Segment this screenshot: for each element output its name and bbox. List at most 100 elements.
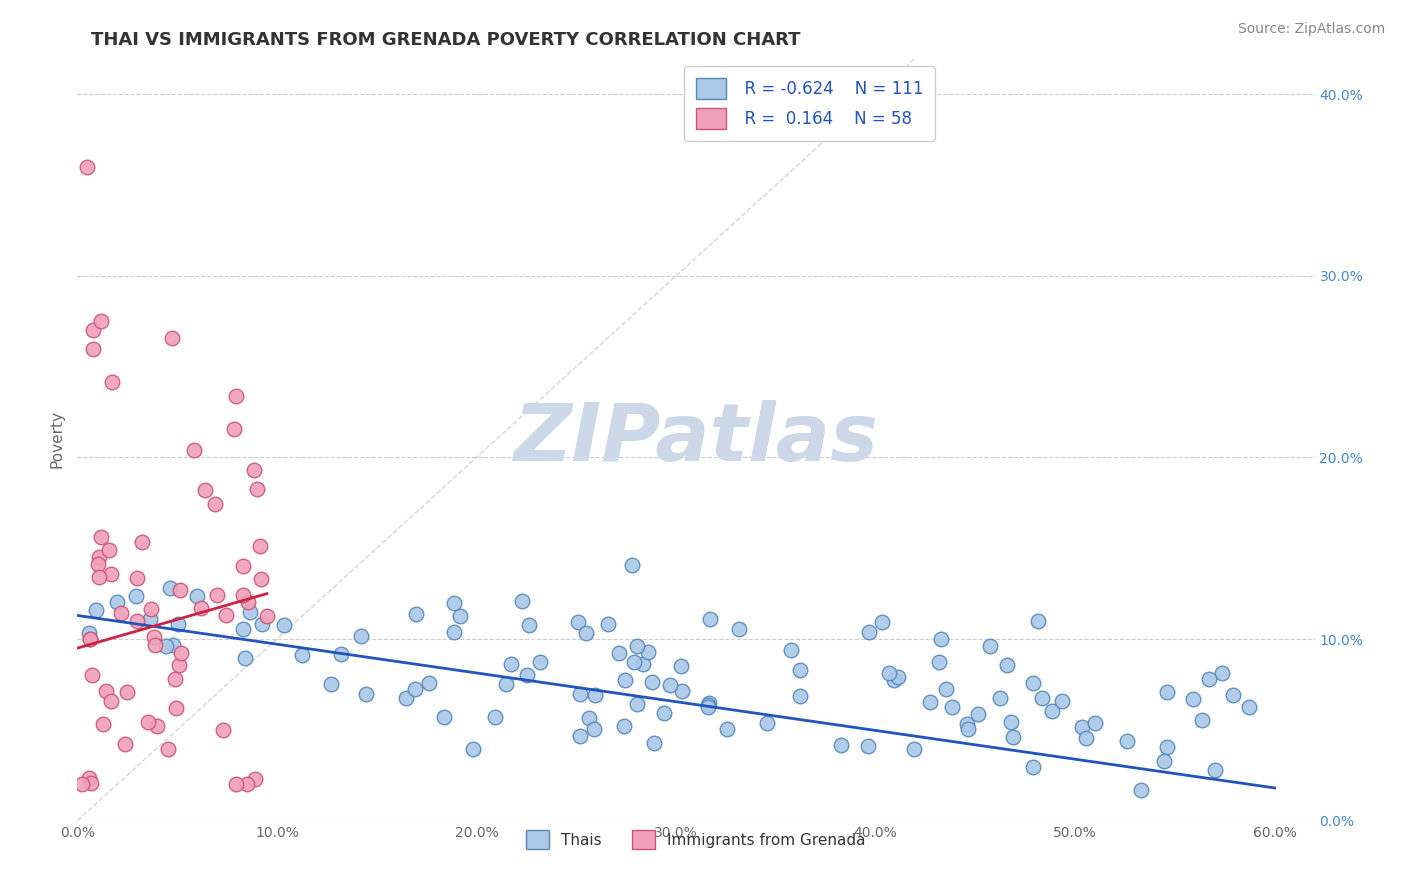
Point xyxy=(96,684,118,698)
Point xyxy=(1031,691,1053,706)
Point xyxy=(290,648,312,662)
Point xyxy=(162,638,184,652)
Point xyxy=(716,722,738,736)
Point xyxy=(956,716,979,731)
Point xyxy=(89,570,111,584)
Point xyxy=(501,657,523,672)
Point xyxy=(250,572,273,586)
Point xyxy=(613,719,636,733)
Point xyxy=(1211,666,1233,681)
Point xyxy=(1022,760,1045,774)
Point xyxy=(903,742,925,756)
Point xyxy=(82,342,104,356)
Point xyxy=(443,596,465,610)
Point xyxy=(418,676,440,690)
Point xyxy=(87,557,110,571)
Point xyxy=(988,690,1011,705)
Point xyxy=(319,677,342,691)
Point xyxy=(405,607,427,621)
Point xyxy=(883,673,905,687)
Point xyxy=(100,567,122,582)
Point xyxy=(626,639,648,653)
Point xyxy=(578,711,600,725)
Point xyxy=(652,706,675,721)
Point xyxy=(125,570,148,584)
Point xyxy=(931,632,953,646)
Point xyxy=(1026,615,1049,629)
Point xyxy=(79,632,101,647)
Point xyxy=(136,714,159,729)
Point xyxy=(105,594,128,608)
Point xyxy=(696,700,718,714)
Point xyxy=(80,776,103,790)
Point xyxy=(449,608,471,623)
Point xyxy=(100,694,122,708)
Point xyxy=(350,629,373,643)
Point xyxy=(225,389,247,403)
Point xyxy=(789,690,811,704)
Point xyxy=(1191,714,1213,728)
Point xyxy=(101,375,124,389)
Point xyxy=(1052,693,1074,707)
Point xyxy=(139,602,162,616)
Point xyxy=(979,639,1001,653)
Point xyxy=(433,710,456,724)
Point xyxy=(1182,691,1205,706)
Point xyxy=(918,695,941,709)
Point xyxy=(516,667,538,681)
Point xyxy=(1156,685,1178,699)
Point xyxy=(215,608,238,623)
Point xyxy=(641,674,664,689)
Text: Source: ZipAtlas.com: Source: ZipAtlas.com xyxy=(1237,22,1385,37)
Point xyxy=(190,601,212,615)
Point xyxy=(1084,715,1107,730)
Point xyxy=(204,498,226,512)
Point xyxy=(1129,782,1152,797)
Point xyxy=(114,737,136,751)
Point xyxy=(157,742,180,756)
Point xyxy=(115,685,138,699)
Point xyxy=(205,588,228,602)
Point xyxy=(235,651,257,665)
Point xyxy=(856,739,879,753)
Point xyxy=(125,614,148,628)
Point xyxy=(1002,731,1025,745)
Point xyxy=(1222,688,1244,702)
Point xyxy=(90,530,112,544)
Point xyxy=(780,642,803,657)
Point xyxy=(143,638,166,652)
Point xyxy=(529,655,551,669)
Point xyxy=(1153,754,1175,768)
Point xyxy=(250,617,273,632)
Point xyxy=(212,723,235,737)
Point xyxy=(484,710,506,724)
Point xyxy=(77,625,100,640)
Point xyxy=(82,667,104,681)
Point xyxy=(877,665,900,680)
Point xyxy=(84,603,107,617)
Point xyxy=(697,696,720,710)
Point xyxy=(238,595,260,609)
Point xyxy=(72,777,94,791)
Point xyxy=(756,716,779,731)
Point xyxy=(727,622,749,636)
Point xyxy=(567,615,589,629)
Point xyxy=(568,687,591,701)
Point xyxy=(614,673,637,687)
Point xyxy=(1156,740,1178,755)
Point xyxy=(329,647,352,661)
Point xyxy=(160,331,183,345)
Point xyxy=(669,659,692,673)
Point xyxy=(155,639,177,653)
Point xyxy=(131,534,153,549)
Point xyxy=(165,672,187,686)
Point xyxy=(609,646,631,660)
Point xyxy=(249,539,271,553)
Point xyxy=(623,656,645,670)
Point xyxy=(1022,675,1045,690)
Point xyxy=(583,688,606,702)
Point xyxy=(928,655,950,669)
Point xyxy=(941,700,963,714)
Point xyxy=(697,698,720,713)
Point xyxy=(643,736,665,750)
